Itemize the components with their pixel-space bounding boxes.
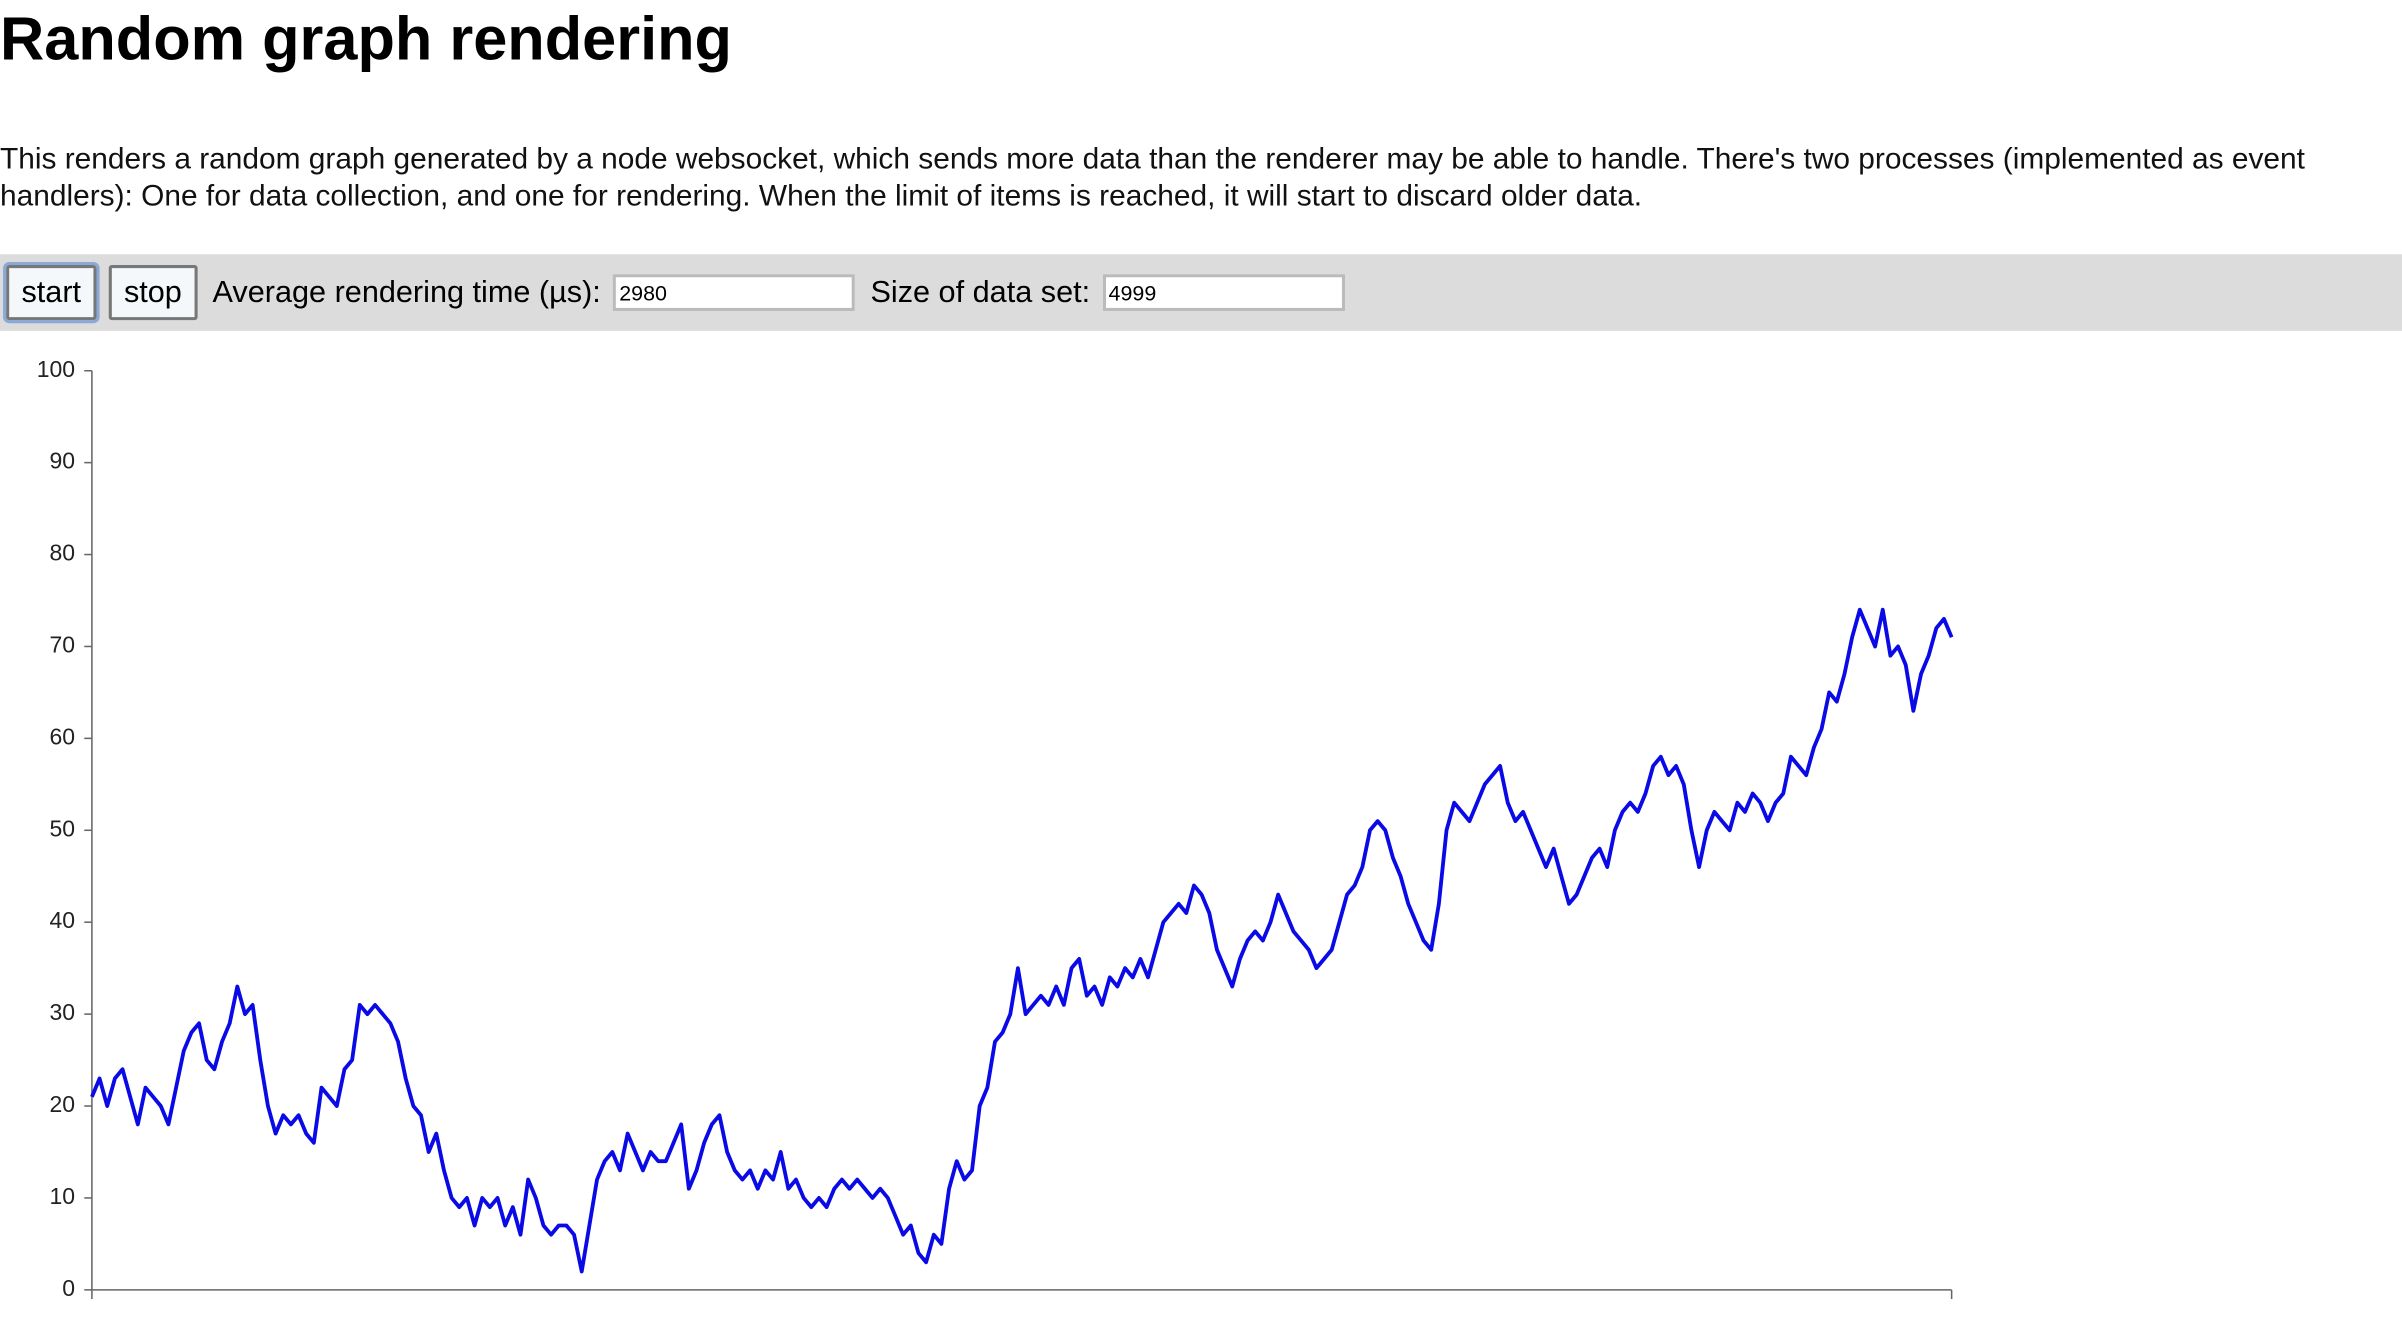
y-tick-label: 90: [50, 448, 76, 474]
y-tick-label: 10: [50, 1183, 76, 1209]
y-tick-label: 60: [50, 723, 76, 749]
y-tick-label: 40: [50, 907, 76, 933]
y-tick-label: 70: [50, 632, 76, 658]
size-label: Size of data set:: [870, 274, 1091, 309]
avg-input[interactable]: [613, 274, 856, 311]
y-tick-label: 100: [37, 356, 75, 382]
y-tick-label: 20: [50, 1091, 76, 1117]
page-title: Random graph rendering: [0, 6, 732, 74]
toolbar: start stop Average rendering time (µs): …: [0, 254, 2402, 331]
y-tick-label: 0: [62, 1275, 75, 1301]
avg-label: Average rendering time (µs):: [212, 274, 601, 309]
y-tick-label: 50: [50, 815, 76, 841]
description: This renders a random graph generated by…: [0, 142, 2305, 213]
start-button[interactable]: start: [3, 261, 100, 324]
data-line: [90, 607, 1954, 1274]
size-input[interactable]: [1102, 274, 1345, 311]
y-tick-label: 30: [50, 999, 76, 1025]
y-tick-label: 80: [50, 540, 76, 566]
stop-button[interactable]: stop: [108, 265, 198, 321]
chart: 0 10 20 30 40 50 60 70 80 90 100: [37, 356, 1954, 1301]
